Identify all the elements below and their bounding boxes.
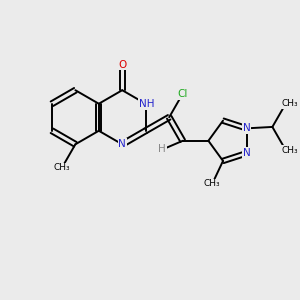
Text: N: N xyxy=(118,139,126,149)
Text: CH₃: CH₃ xyxy=(282,99,298,108)
Text: CH₃: CH₃ xyxy=(282,146,298,155)
Text: N: N xyxy=(243,123,250,133)
Text: Cl: Cl xyxy=(178,89,188,99)
Text: NH: NH xyxy=(139,99,155,109)
Text: CH₃: CH₃ xyxy=(53,163,70,172)
Text: CH₃: CH₃ xyxy=(204,179,220,188)
Text: H: H xyxy=(158,144,166,154)
Text: N: N xyxy=(243,148,250,158)
Text: O: O xyxy=(118,59,126,70)
